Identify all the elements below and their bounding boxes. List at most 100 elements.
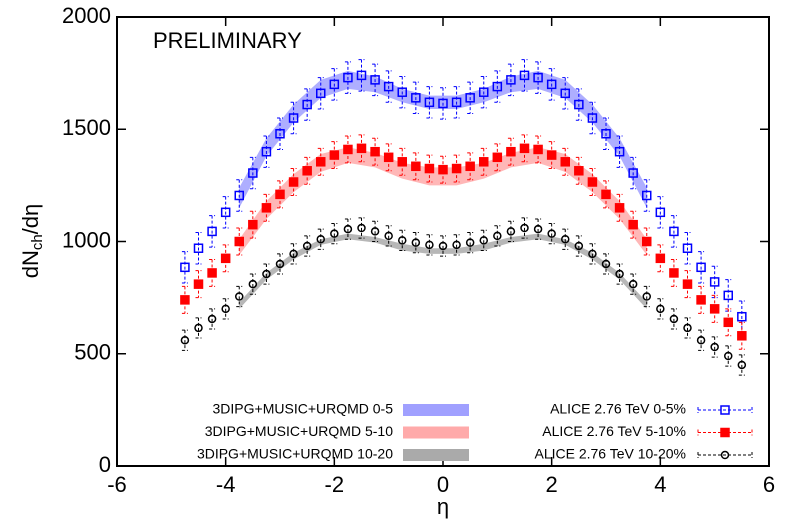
error-bar <box>698 285 705 314</box>
error-bar <box>426 86 433 119</box>
marker <box>465 161 475 172</box>
marker <box>601 189 611 200</box>
marker <box>302 99 312 110</box>
error-bar <box>412 232 419 254</box>
marker <box>357 223 366 233</box>
y-label-main: dN <box>18 250 43 278</box>
marker <box>289 249 298 259</box>
error-bar <box>317 77 324 110</box>
marker <box>343 144 353 155</box>
marker <box>288 113 299 123</box>
marker <box>724 351 733 361</box>
marker <box>288 177 299 187</box>
marker <box>451 97 462 108</box>
legend-label: 3DIPG+MUSIC+URQMD 10-20 <box>197 446 393 462</box>
error-bar <box>399 147 406 176</box>
error-bar <box>317 147 324 176</box>
error-bar <box>548 141 555 170</box>
error-bar <box>725 308 732 337</box>
error-bar <box>426 234 433 256</box>
marker <box>424 163 435 174</box>
error-bar <box>630 273 637 295</box>
error-bar <box>630 156 637 190</box>
marker <box>316 235 325 244</box>
error-bar <box>249 156 256 190</box>
legend-swatch <box>403 404 469 416</box>
marker <box>356 143 367 154</box>
error-bar <box>399 229 406 251</box>
error-bar <box>507 220 514 242</box>
marker <box>561 235 570 244</box>
x-tick-label: 0 <box>437 472 449 497</box>
marker <box>709 304 720 314</box>
error-bar <box>412 81 419 115</box>
marker <box>248 168 258 178</box>
error-bar <box>535 61 542 94</box>
points <box>180 59 747 376</box>
marker <box>180 295 190 305</box>
y-axis-label: dNch/dη <box>18 204 46 279</box>
marker <box>601 128 611 139</box>
error-bar <box>670 215 677 248</box>
marker <box>383 152 394 163</box>
marker <box>451 163 462 174</box>
x-axis-label: η <box>437 494 449 519</box>
marker <box>547 229 556 238</box>
marker <box>723 290 733 301</box>
x-tick-label: 2 <box>546 472 558 497</box>
y-tick-label: 1500 <box>62 115 111 140</box>
marker <box>533 144 543 155</box>
marker <box>343 224 353 234</box>
error-bar <box>195 317 202 339</box>
marker <box>560 157 570 167</box>
error-bar <box>494 70 501 103</box>
marker <box>329 79 340 90</box>
y-tick-label: 1000 <box>62 227 111 252</box>
error-bar <box>344 61 351 94</box>
error-bar <box>480 229 487 251</box>
error-bar <box>304 235 311 257</box>
error-bar <box>236 227 243 256</box>
marker <box>438 164 448 175</box>
error-bar <box>548 223 555 245</box>
marker <box>302 241 312 251</box>
error-bar <box>562 228 569 250</box>
error-bar <box>290 101 297 135</box>
annotation: PRELIMINARY <box>153 28 302 53</box>
error-bar <box>181 329 188 351</box>
legend-label: ALICE 2.76 TeV 10-20% <box>534 446 686 462</box>
marker <box>194 323 203 333</box>
error-bar <box>331 68 338 101</box>
plot-frame <box>116 16 770 467</box>
marker <box>628 168 638 178</box>
marker <box>425 240 434 250</box>
y-label-tail: /dη <box>18 204 43 235</box>
x-tick-label: 4 <box>654 472 666 497</box>
error-bar <box>589 243 596 265</box>
legend-swatch <box>403 449 469 461</box>
y-tick-label: 0 <box>99 452 111 477</box>
marker <box>737 360 747 370</box>
error-bar <box>222 298 229 320</box>
legend-line <box>697 452 753 458</box>
error-bar <box>711 294 718 323</box>
marker <box>384 231 393 241</box>
error-bar <box>412 152 419 181</box>
marker <box>479 157 489 167</box>
marker <box>397 157 407 167</box>
error-bar <box>440 155 446 184</box>
marker <box>275 189 285 200</box>
error-bar <box>670 258 677 287</box>
error-bar <box>195 270 202 299</box>
error-bar <box>277 180 283 209</box>
marker <box>370 146 380 157</box>
error-bar <box>616 135 623 168</box>
error-bar <box>535 135 542 164</box>
error-bar <box>548 68 555 101</box>
marker <box>560 88 570 99</box>
error-bar <box>575 88 582 121</box>
error-bar <box>222 196 229 229</box>
marker <box>669 226 679 237</box>
error-bar <box>453 86 460 119</box>
marker <box>696 295 706 305</box>
